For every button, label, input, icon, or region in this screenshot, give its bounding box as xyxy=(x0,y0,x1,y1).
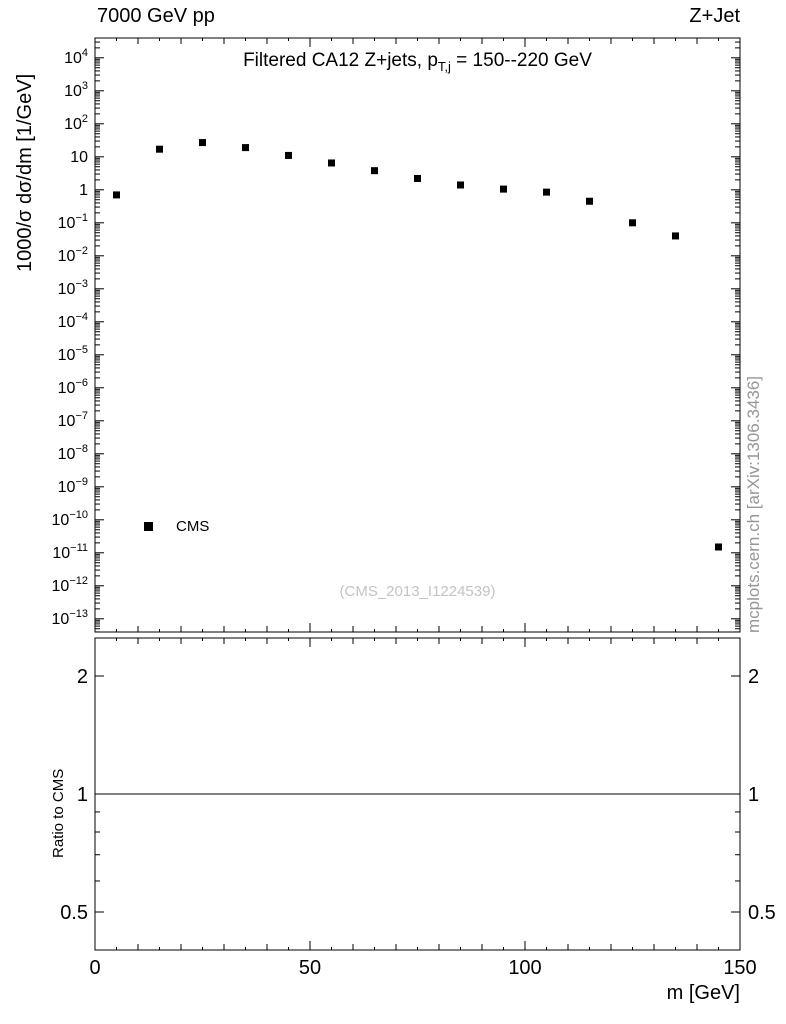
y-tick-label: 10−7 xyxy=(58,410,88,430)
ratio-tick-label: 0.5 xyxy=(748,902,776,924)
plot-title-post: = 150--220 GeV xyxy=(450,50,592,71)
ratio-tick-label: 0.5 xyxy=(60,902,88,924)
data-point xyxy=(672,232,679,240)
legend-square-marker-icon xyxy=(144,522,153,531)
x-tick-label: 100 xyxy=(508,957,541,979)
y-tick-label: 10 xyxy=(70,149,88,166)
ratio-tick-label: 1 xyxy=(77,784,88,806)
data-point xyxy=(328,159,335,167)
y-tick-label: 102 xyxy=(64,113,88,133)
data-point xyxy=(242,144,249,152)
ratio-y-axis-label: Ratio to CMS xyxy=(50,768,67,858)
plot-title-pre: Filtered CA12 Z+jets, p xyxy=(243,50,438,71)
y-tick-label: 103 xyxy=(64,80,88,100)
analysis-watermark: (CMS_2013_I1224539) xyxy=(339,583,496,600)
beam-energy-label: 7000 GeV pp xyxy=(97,5,215,27)
y-tick-label: 10−9 xyxy=(58,476,88,496)
main-frame xyxy=(94,37,741,633)
data-point xyxy=(715,543,722,551)
data-point xyxy=(199,139,206,147)
ratio-tick-label: 1 xyxy=(748,784,759,806)
y-tick-label: 10−4 xyxy=(58,311,88,331)
y-tick-label: 10−6 xyxy=(58,377,88,397)
plot-title-subscript: T,j xyxy=(437,58,451,74)
process-label: Z+Jet xyxy=(689,5,740,27)
data-point xyxy=(285,151,292,159)
data-point xyxy=(156,145,163,153)
x-tick-label: 0 xyxy=(89,957,100,979)
data-point xyxy=(629,219,636,227)
y-tick-label: 10−10 xyxy=(52,509,88,529)
data-point xyxy=(543,188,550,196)
ratio-tick-label: 2 xyxy=(748,666,759,688)
data-point xyxy=(457,181,464,189)
y-tick-label: 10−3 xyxy=(58,278,88,298)
x-tick-label: 50 xyxy=(299,957,321,979)
y-tick-label: 10−12 xyxy=(52,575,88,595)
y-axis-label: 1000/σ dσ/dm [1/GeV] xyxy=(14,73,36,272)
y-tick-label: 10−13 xyxy=(52,608,88,628)
data-point xyxy=(371,167,378,175)
y-tick-label: 10−2 xyxy=(58,245,88,265)
data-point xyxy=(414,175,421,183)
y-tick-label: 10−1 xyxy=(58,212,88,232)
y-tick-label: 10−8 xyxy=(58,443,88,463)
plot-title: Filtered CA12 Z+jets, pT,j = 150--220 Ge… xyxy=(95,50,740,74)
data-point xyxy=(113,191,120,199)
x-tick-label: 150 xyxy=(723,957,756,979)
ratio-tick-label: 2 xyxy=(77,666,88,688)
attribution-label: mcplots.cern.ch [arXiv:1306.3436] xyxy=(744,375,763,633)
y-tick-label: 1 xyxy=(79,182,88,199)
y-tick-label: 104 xyxy=(64,47,88,67)
y-tick-label: 10−5 xyxy=(58,344,88,364)
data-point xyxy=(500,185,507,193)
y-tick-label: 10−11 xyxy=(52,542,88,562)
legend: CMS xyxy=(144,518,209,535)
x-axis-label: m [GeV] xyxy=(666,982,740,1004)
data-point xyxy=(586,197,593,205)
legend-series-label: CMS xyxy=(176,518,210,535)
